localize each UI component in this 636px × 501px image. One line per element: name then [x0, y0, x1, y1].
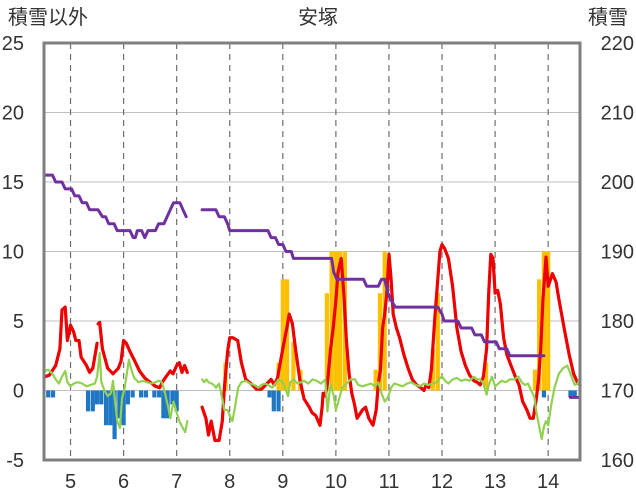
x-tick-label: 9: [277, 471, 288, 493]
precipitation-bar: [280, 279, 285, 391]
x-tick-label: 7: [171, 471, 182, 493]
precipitation-bar: [377, 293, 383, 391]
chart-title: 安塚: [298, 5, 338, 29]
precipitation-bar: [546, 251, 551, 391]
negative_bar-bar: [99, 390, 104, 405]
precipitation-bar: [329, 251, 334, 391]
negative_bar-bar: [125, 390, 130, 405]
plot-frame: [42, 41, 582, 462]
right-tick-label: 220: [601, 33, 634, 55]
precipitation-bar: [333, 251, 338, 391]
negative_bar-bar: [46, 390, 51, 398]
negative_bar-bar: [271, 390, 276, 412]
negative_bar-bar: [572, 390, 577, 398]
left-tick-label: 15: [2, 172, 24, 194]
right-tick-label: 210: [601, 103, 634, 125]
negative_bar-bar: [174, 390, 179, 412]
right-tick-label: 170: [601, 381, 634, 403]
negative_bar-bar: [276, 390, 281, 412]
precipitation-bar: [435, 293, 440, 391]
snow_depth-line: [42, 173, 582, 399]
right-tick-label: 190: [601, 242, 634, 264]
negative_bar-bar: [85, 390, 91, 412]
precipitation-bar: [324, 293, 329, 391]
grid: [44, 42, 580, 461]
x-tick-label: 5: [65, 471, 76, 493]
left-tick-label: 10: [2, 242, 24, 264]
ticks: -5 0 5 10 15 20 25 160 170 180 190 200 210 220 5 6 7 8 9 10…: [2, 33, 634, 493]
precipitation-bar: [338, 251, 343, 391]
negative_bar-bar: [50, 390, 56, 398]
x-tick-label: 8: [224, 471, 235, 493]
right-tick-label: 200: [601, 172, 634, 194]
precipitation-bar: [483, 362, 489, 391]
left-axis-title: 積雪以外: [8, 5, 88, 29]
x-tick-label: 13: [484, 471, 506, 493]
negative_bar-bar: [139, 390, 144, 398]
negative_bar-bar: [161, 390, 166, 419]
negative_bar-bar: [143, 390, 148, 398]
right-axis-title: 積雪: [588, 5, 628, 29]
negative_bar-bar: [568, 390, 573, 398]
x-tick-label: 12: [431, 471, 453, 493]
negative_bar-bar: [130, 390, 135, 398]
left-tick-label: 0: [13, 381, 24, 403]
precipitation-bar: [532, 369, 537, 391]
precipitation-bar: [291, 341, 296, 391]
precipitation-bar: [541, 251, 547, 391]
negative_bar-bar: [94, 390, 100, 405]
negative_bar-bar: [117, 390, 122, 419]
negative_bar-bar: [541, 390, 547, 398]
temperature_green-line: [44, 351, 582, 441]
x-tick-label: 11: [379, 471, 400, 493]
lines: [42, 173, 582, 443]
negative_bar-bar: [170, 390, 175, 405]
left-tick-label: 25: [2, 33, 24, 55]
precipitation-bar: [537, 279, 542, 391]
x-tick-label: 6: [118, 471, 129, 493]
negative_bar-bar: [103, 390, 109, 426]
right-tick-label: 160: [601, 450, 634, 472]
x-tick-label: 14: [537, 471, 559, 493]
negative_bar-bar: [121, 390, 126, 426]
right-tick-label: 180: [601, 311, 634, 333]
left-tick-label: 20: [2, 103, 24, 125]
left-tick-label: -5: [6, 450, 24, 472]
negative_bar-bar: [152, 390, 157, 398]
negative_bar-bar: [108, 390, 113, 426]
negative_bar-bar: [90, 390, 95, 412]
left-tick-label: 5: [13, 311, 24, 333]
negative_bar-bar: [157, 390, 162, 398]
negative_bar-bar: [267, 390, 272, 398]
precipitation-bar: [373, 369, 378, 391]
x-tick-label: 10: [325, 471, 347, 493]
negative_bar-bar: [112, 390, 117, 440]
